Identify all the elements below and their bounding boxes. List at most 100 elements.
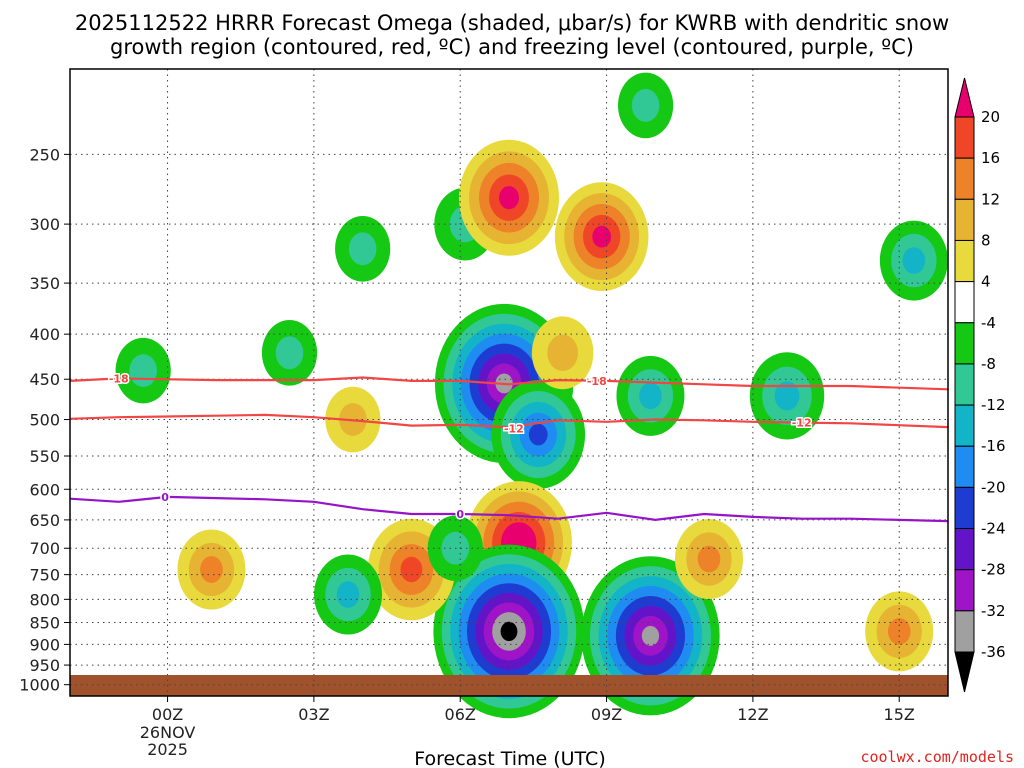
omega-colorbar: 20 16 12 8 4 -4 -8 -12 -16 -20 -24 -28 -32 -36 bbox=[954, 77, 1006, 693]
colorbar-tick-label-13: -36 bbox=[981, 643, 1006, 661]
colorbar-bin-4 bbox=[954, 239, 975, 283]
omega-feature-1 bbox=[261, 320, 318, 386]
omega-band-16-3 bbox=[400, 556, 423, 583]
y-tick-label-850: 850 bbox=[29, 614, 60, 633]
colorbar-tick-label-6: -8 bbox=[981, 355, 996, 373]
ground-surface bbox=[70, 675, 948, 696]
omega-band-14-8 bbox=[500, 621, 518, 642]
temperature-contours: -18 -18 -12 -12 0 0 bbox=[69, 371, 949, 523]
colorbar-tick-label-12: -32 bbox=[981, 602, 1006, 620]
chart-title-line-1: 2025112522 HRRR Forecast Omega (shaded, … bbox=[75, 11, 949, 35]
y-tick-label-400: 400 bbox=[29, 325, 60, 344]
y-tick-label-750: 750 bbox=[29, 566, 60, 585]
colorbar-bin-9 bbox=[954, 445, 975, 488]
omega-feature-18 bbox=[177, 529, 246, 610]
y-tick-label-800: 800 bbox=[29, 590, 60, 609]
y-tick-label-450: 450 bbox=[29, 370, 60, 389]
omega-band-15-7 bbox=[641, 625, 660, 646]
y-tick-label-600: 600 bbox=[29, 480, 60, 499]
omega-feature-9 bbox=[617, 72, 674, 139]
colorbar-top-arrow bbox=[954, 77, 975, 118]
omega-band-2-1 bbox=[348, 232, 377, 266]
omega-band-0-1 bbox=[129, 354, 157, 388]
omega-feature-0 bbox=[115, 337, 171, 404]
x-tick-label-00Z: 00Z bbox=[152, 705, 183, 724]
contour-label-0-1: 0 bbox=[456, 508, 464, 521]
omega-feature-10 bbox=[616, 355, 685, 436]
omega-feature-19 bbox=[674, 519, 743, 600]
omega-band-6-4 bbox=[499, 186, 519, 210]
x-tick-sublabel-00Z-0: 26NOV bbox=[140, 723, 196, 742]
omega-band-10-2 bbox=[639, 382, 662, 410]
y-tick-label-700: 700 bbox=[29, 539, 60, 558]
contour-label--18-1: -18 bbox=[587, 375, 607, 388]
colorbar-tick-label-0: 20 bbox=[981, 108, 1000, 126]
contour-label--12-1: -12 bbox=[792, 417, 812, 430]
x-tick-sublabel-00Z-1: 2025 bbox=[147, 740, 188, 759]
colorbar-tick-label-9: -20 bbox=[981, 478, 1006, 496]
colorbar-bin-11 bbox=[954, 528, 975, 571]
colorbar-bin-8 bbox=[954, 404, 975, 447]
omega-band-12-2 bbox=[902, 247, 926, 274]
y-tick-label-300: 300 bbox=[29, 215, 60, 234]
contour-label-0-0: 0 bbox=[161, 491, 169, 504]
omega-feature-2 bbox=[335, 216, 391, 282]
omega-band-19-2 bbox=[697, 545, 721, 573]
plot-frame bbox=[69, 68, 949, 697]
colorbar-bin-1 bbox=[954, 116, 975, 159]
x-tick-label-06Z: 06Z bbox=[445, 705, 476, 724]
y-tick-label-550: 550 bbox=[29, 447, 60, 466]
contour-line-0 bbox=[69, 495, 949, 523]
omega-feature-21 bbox=[314, 554, 383, 635]
y-tick-label-250: 250 bbox=[29, 145, 60, 164]
colorbar-tick-label-7: -12 bbox=[981, 396, 1006, 414]
colorbar-bin-6 bbox=[954, 322, 975, 365]
x-tick-label-12Z: 12Z bbox=[737, 705, 768, 724]
omega-band-1-1 bbox=[275, 336, 304, 370]
omega-feature-12 bbox=[879, 220, 948, 301]
omega-band-18-2 bbox=[200, 556, 223, 583]
colorbar-bin-5 bbox=[954, 281, 975, 324]
y-tick-label-350: 350 bbox=[29, 274, 60, 293]
colorbar-bin-2 bbox=[954, 157, 975, 200]
omega-feature-6 bbox=[459, 139, 559, 256]
colorbar-tick-label-5: -4 bbox=[981, 314, 996, 332]
x-tick-label-03Z: 03Z bbox=[298, 705, 329, 724]
omega-band-8-1 bbox=[547, 334, 579, 372]
contour-label--18-0: -18 bbox=[109, 372, 129, 385]
omega-feature-11 bbox=[749, 352, 825, 440]
omega-feature-7 bbox=[554, 182, 649, 292]
colorbar-tick-label-3: 8 bbox=[981, 231, 991, 249]
colorbar-bin-3 bbox=[954, 198, 975, 241]
colorbar-tick-label-11: -28 bbox=[981, 561, 1006, 579]
omega-band-7-4 bbox=[592, 225, 612, 248]
colorbar-tick-label-8: -16 bbox=[981, 437, 1006, 455]
chart-title-line-2: growth region (contoured, red, ºC) and f… bbox=[110, 35, 914, 59]
colorbar-bin-12 bbox=[954, 569, 975, 612]
gridlines bbox=[70, 69, 948, 696]
omega-band-9-1 bbox=[631, 89, 660, 122]
omega-feature-5 bbox=[491, 380, 586, 489]
x-tick-label-09Z: 09Z bbox=[591, 705, 622, 724]
colorbar-tick-label-4: 4 bbox=[981, 273, 991, 291]
colorbar-tick-label-1: 16 bbox=[981, 149, 1000, 167]
y-tick-label-950: 950 bbox=[29, 656, 60, 675]
y-tick-label-900: 900 bbox=[29, 635, 60, 654]
omega-band-11-2 bbox=[774, 381, 800, 411]
colorbar-bin-7 bbox=[954, 363, 975, 406]
contour-line--18 bbox=[69, 376, 949, 391]
pressure-axis: 250 300 350 400 450 500 550 600 650 700 750 800 850 9… bbox=[19, 145, 70, 695]
y-tick-label-650: 650 bbox=[29, 511, 60, 530]
y-tick-label-1000: 1000 bbox=[19, 676, 60, 695]
credit-link[interactable]: coolwx.com/models bbox=[860, 748, 1014, 766]
colorbar-tick-label-2: 12 bbox=[981, 190, 1000, 208]
colorbar-bin-10 bbox=[954, 486, 975, 530]
x-tick-label-15Z: 15Z bbox=[884, 705, 915, 724]
omega-feature-8 bbox=[531, 316, 594, 390]
contour-line--12 bbox=[69, 413, 949, 429]
omega-band-21-2 bbox=[336, 581, 360, 608]
colorbar-bottom-arrow bbox=[954, 651, 975, 693]
colorbar-tick-label-10: -24 bbox=[981, 520, 1006, 538]
